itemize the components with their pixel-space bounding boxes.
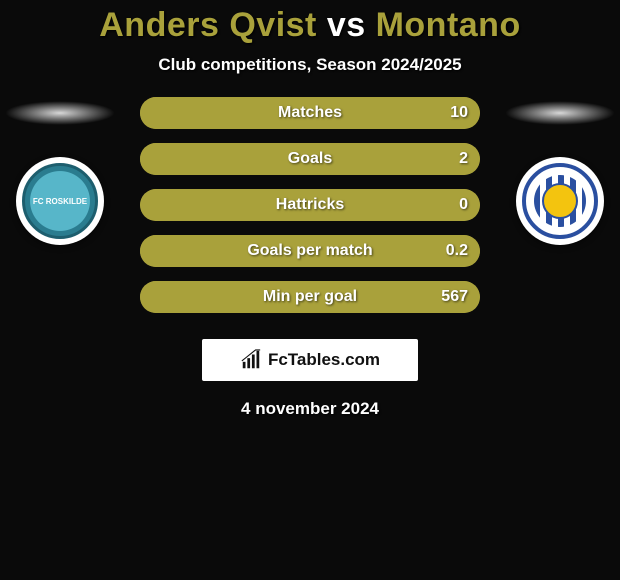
- player-right-crest: [516, 157, 604, 245]
- bar-fill-left: [140, 281, 147, 313]
- title-vs: vs: [327, 6, 376, 44]
- bar-label: Matches: [278, 104, 342, 122]
- bar-value-right: 2: [459, 150, 468, 168]
- bar-value-right: 567: [441, 288, 468, 306]
- stat-bar: Goals 2: [140, 143, 480, 175]
- bar-fill-left: [140, 235, 147, 267]
- bar-label: Min per goal: [263, 288, 357, 306]
- bar-fill-left: [140, 143, 147, 175]
- stat-bars: Matches 10 Goals 2 Hattricks 0 Goals per match…: [140, 97, 480, 313]
- bar-chart-icon: [240, 349, 262, 371]
- title-player2: Montano: [376, 6, 521, 44]
- bar-value-right: 0: [459, 196, 468, 214]
- bar-value-right: 0.2: [446, 242, 468, 260]
- player-left-shadow: [5, 101, 115, 125]
- bar-label: Goals per match: [247, 242, 372, 260]
- stat-bar: Hattricks 0: [140, 189, 480, 221]
- bar-label: Hattricks: [276, 196, 344, 214]
- player-left-column: FC ROSKILDE: [0, 97, 120, 245]
- title: Anders Qvist vs Montano: [0, 0, 620, 45]
- stat-bar: Matches 10: [140, 97, 480, 129]
- comparison-arena: FC ROSKILDE Matches 10 Goals 2 Hattricks 0 Goa…: [0, 97, 620, 313]
- player-right-shadow: [505, 101, 615, 125]
- branding-text: FcTables.com: [268, 350, 380, 370]
- date-text: 4 november 2024: [0, 399, 620, 419]
- player-right-column: [500, 97, 620, 245]
- subtitle: Club competitions, Season 2024/2025: [0, 55, 620, 75]
- stat-bar: Goals per match 0.2: [140, 235, 480, 267]
- stat-bar: Min per goal 567: [140, 281, 480, 313]
- branding-box: FcTables.com: [202, 339, 418, 381]
- bar-label: Goals: [288, 150, 332, 168]
- player-left-crest: FC ROSKILDE: [16, 157, 104, 245]
- fc-roskilde-crest-icon: FC ROSKILDE: [22, 163, 98, 239]
- title-player1: Anders Qvist: [99, 6, 317, 44]
- bar-value-right: 10: [450, 104, 468, 122]
- efb-crest-icon: [522, 163, 598, 239]
- bar-fill-left: [140, 97, 147, 129]
